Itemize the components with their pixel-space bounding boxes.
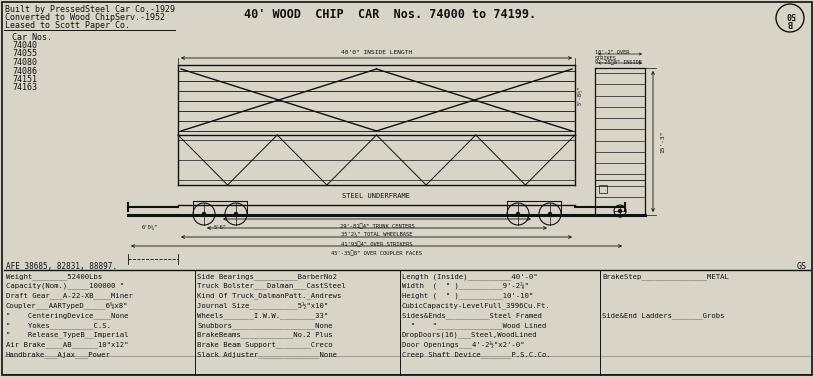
Text: 9'-25⁄8" INSIDE: 9'-25⁄8" INSIDE [595,60,642,65]
Text: 74151: 74151 [12,75,37,84]
Text: AFE 38685, 82831, 88897.: AFE 38685, 82831, 88897. [6,262,117,271]
Text: Air Brake____AB______10"x12": Air Brake____AB______10"x12" [6,342,129,348]
Text: Side Bearings__________BarberNo2: Side Bearings__________BarberNo2 [197,273,337,280]
Text: 41'93⁄4" OVER STRIKERS: 41'93⁄4" OVER STRIKERS [341,241,412,247]
Circle shape [234,213,238,216]
Text: STEEL UNDERFRAME: STEEL UNDERFRAME [343,193,410,199]
Text: Leased to Scott Paper Co.: Leased to Scott Paper Co. [5,21,130,30]
Text: Coupler___AARTypeD_____6⅝x8": Coupler___AARTypeD_____6⅝x8" [6,302,129,310]
Text: Creep Shaft Device_______P.S.C.Co.: Creep Shaft Device_______P.S.C.Co. [402,351,551,358]
Text: 40'0" INSIDE LENGTH: 40'0" INSIDE LENGTH [341,50,412,55]
Text: BrakeStep_______________METAL: BrakeStep_______________METAL [602,273,729,280]
Text: Height (  " )__________10'-10": Height ( " )__________10'-10" [402,293,533,299]
Text: "    CenteringDevice____None: " CenteringDevice____None [6,312,129,319]
Text: 6'0¾": 6'0¾" [142,225,158,230]
Text: 74080: 74080 [12,58,37,67]
Text: 74086: 74086 [12,66,37,75]
Circle shape [517,213,519,216]
Bar [599,185,607,193]
Text: Snubbors___________________None: Snubbors___________________None [197,322,333,329]
Text: "    "_______________Wood Lined: " "_______________Wood Lined [402,322,546,329]
Text: 74163: 74163 [12,83,37,92]
Text: Sides&Ends__________Steel Framed: Sides&Ends__________Steel Framed [402,312,542,319]
Text: Wheels_______I.W.W.________33": Wheels_______I.W.W.________33" [197,312,328,319]
Text: Car Nos.: Car Nos. [12,33,52,42]
Text: Weight________52400Lbs: Weight________52400Lbs [6,273,103,280]
Text: 10'-2" OVER
STRIKES: 10'-2" OVER STRIKES [595,50,629,61]
Text: 74055: 74055 [12,49,37,58]
Text: 45'-35⁄8" OVER COUPLER FACES: 45'-35⁄8" OVER COUPLER FACES [331,250,422,256]
Text: 5'-8½": 5'-8½" [578,85,583,105]
Text: 5'6": 5'6" [213,225,226,230]
Text: Truck Bolster___Dalman___CastSteel: Truck Bolster___Dalman___CastSteel [197,283,346,290]
Text: Width  (  " )__________9'-2⅞": Width ( " )__________9'-2⅞" [402,283,529,290]
Text: Brake Beam Support________Creco: Brake Beam Support________Creco [197,342,333,348]
Text: Draft Gear___A-22-XB____Miner: Draft Gear___A-22-XB____Miner [6,293,133,299]
Text: "    Release_TypeB__Imperial: " Release_TypeB__Imperial [6,332,129,339]
Text: GS: GS [797,262,807,271]
Text: Handbrake___Ajax___Power: Handbrake___Ajax___Power [6,351,111,358]
Text: Capacity(Nom.)_____100000 ": Capacity(Nom.)_____100000 " [6,283,124,290]
Text: BrakeBeams____________No.2 Plus: BrakeBeams____________No.2 Plus [197,332,333,339]
Text: B: B [787,17,793,26]
Text: Built by PressedSteel Car Co.-1929: Built by PressedSteel Car Co.-1929 [5,5,175,14]
Text: Slack Adjuster______________None: Slack Adjuster______________None [197,351,337,358]
Text: 35'2¾" TOTAL WHEELBASE: 35'2¾" TOTAL WHEELBASE [341,232,413,237]
Circle shape [619,210,622,213]
Text: Kind Of Truck_DalmanPatt._Andrews: Kind Of Truck_DalmanPatt._Andrews [197,293,341,299]
Text: CubicCapacity-LevelFull_3996Cu.Ft.: CubicCapacity-LevelFull_3996Cu.Ft. [402,302,551,309]
Text: DropDoors(16)___Steel,WoodLined: DropDoors(16)___Steel,WoodLined [402,332,537,339]
Text: Length (Inside)__________40'-0": Length (Inside)__________40'-0" [402,273,537,280]
Text: 15'-3": 15'-3" [660,130,665,153]
Text: "    Yokes__________C.S.: " Yokes__________C.S. [6,322,111,329]
Text: 74040: 74040 [12,41,37,50]
Text: 29'-81⁄4" TRUNK CENTERS: 29'-81⁄4" TRUNK CENTERS [339,223,414,228]
Text: 50: 50 [785,9,795,18]
Text: Converted to Wood ChipServ.-1952: Converted to Wood ChipServ.-1952 [5,13,165,22]
Text: 40' WOOD  CHIP  CAR  Nos. 74000 to 74199.: 40' WOOD CHIP CAR Nos. 74000 to 74199. [244,8,536,20]
Text: Side&End Ladders_______Grobs: Side&End Ladders_______Grobs [602,312,724,319]
Text: Journal Size___________5½"x10": Journal Size___________5½"x10" [197,302,328,310]
Circle shape [549,213,552,216]
Circle shape [203,213,205,216]
Text: Door Openings___4'-2½"x2'-0": Door Openings___4'-2½"x2'-0" [402,342,524,349]
